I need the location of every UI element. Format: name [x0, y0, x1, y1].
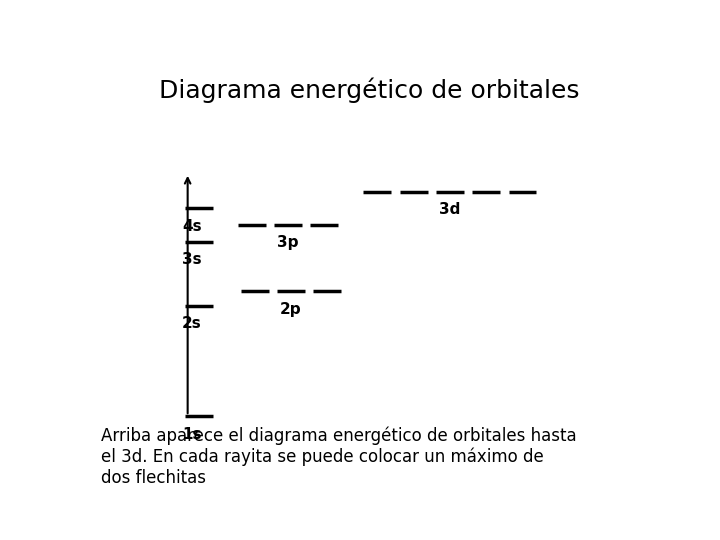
- Text: 4s: 4s: [182, 219, 202, 234]
- Text: 2s: 2s: [182, 316, 202, 332]
- Text: 3p: 3p: [277, 235, 299, 250]
- Text: 3s: 3s: [182, 252, 202, 267]
- Text: 2p: 2p: [280, 302, 302, 317]
- Text: Arriba aparece el diagrama energético de orbitales hasta
el 3d. En cada rayita s: Arriba aparece el diagrama energético de…: [101, 427, 577, 487]
- Text: 3d: 3d: [439, 202, 461, 217]
- Text: Diagrama energético de orbitales: Diagrama energético de orbitales: [158, 77, 580, 103]
- Text: 1s: 1s: [182, 427, 202, 442]
